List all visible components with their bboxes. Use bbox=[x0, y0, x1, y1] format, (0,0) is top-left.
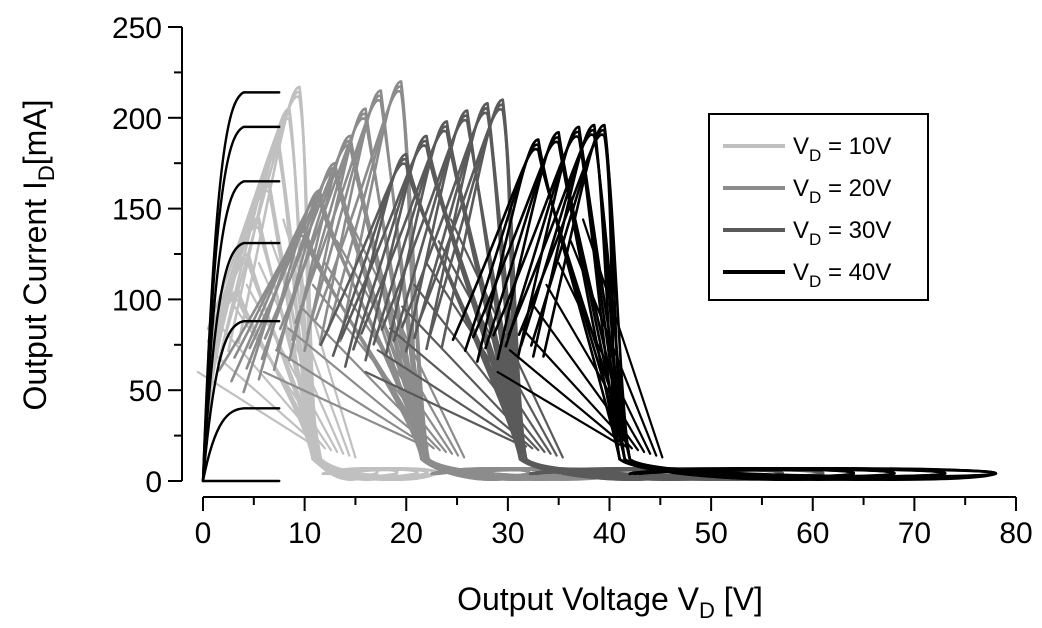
series-fan-line bbox=[437, 240, 558, 457]
series-fan-line bbox=[336, 240, 460, 457]
series-1 bbox=[196, 85, 439, 481]
legend-label: VD = 20V bbox=[793, 175, 891, 207]
series-4 bbox=[451, 123, 998, 481]
y-tick-label: 250 bbox=[112, 12, 162, 45]
series-fan-line bbox=[557, 261, 652, 455]
series-fan-line bbox=[581, 218, 664, 459]
y-tick-label: 100 bbox=[112, 284, 162, 317]
x-ticks: 0 10 20 30 40 50 60 70 80 bbox=[195, 497, 1033, 550]
output-curve bbox=[201, 319, 281, 483]
series-fan-line bbox=[388, 327, 534, 450]
series-fan-line bbox=[545, 283, 646, 454]
x-tick-label: 50 bbox=[694, 517, 727, 550]
y-tick-label: 50 bbox=[129, 375, 162, 408]
series-fan-line bbox=[569, 240, 658, 457]
x-tick-label: 60 bbox=[796, 517, 829, 550]
series-fan-line bbox=[209, 349, 320, 448]
axes: 0 10 20 30 40 50 60 70 80 0 50 100 150 200 250 bbox=[112, 12, 1033, 550]
legend-label: VD = 40V bbox=[793, 259, 891, 291]
legend: VD = 10V VD = 20V VD = 30V VD = 40V bbox=[708, 113, 929, 301]
series-fan-line bbox=[376, 349, 528, 448]
series-fan-line bbox=[287, 327, 435, 450]
series-fan-line bbox=[413, 283, 546, 454]
series-curve bbox=[517, 133, 947, 478]
y-tick-label: 200 bbox=[112, 103, 162, 136]
series-curve bbox=[212, 95, 429, 478]
x-tick-label: 0 bbox=[195, 517, 212, 550]
series-fan-line bbox=[348, 218, 466, 459]
series-fan-line bbox=[425, 261, 552, 455]
y-ticks: 0 50 100 150 200 250 bbox=[112, 12, 182, 499]
series-fan-line bbox=[401, 305, 540, 452]
x-tick-label: 80 bbox=[999, 517, 1032, 550]
legend-label: VD = 30V bbox=[793, 217, 891, 249]
series-fan-line bbox=[449, 218, 564, 459]
output-curve bbox=[201, 407, 281, 483]
series-fan-line bbox=[233, 305, 333, 452]
legend-label: VD = 10V bbox=[793, 133, 891, 165]
series-fan-line bbox=[521, 327, 633, 450]
low-voltage-output-curves bbox=[201, 91, 281, 483]
series-fan-line bbox=[496, 370, 621, 446]
series-curve bbox=[314, 89, 530, 478]
series-fan-line bbox=[533, 305, 640, 452]
y-axis-title: Output Current ID[mA] bbox=[17, 99, 59, 410]
series-fan-line bbox=[508, 349, 627, 448]
series-fan-line bbox=[269, 240, 351, 457]
y-tick-label: 150 bbox=[112, 194, 162, 227]
x-tick-label: 70 bbox=[898, 517, 931, 550]
x-tick-label: 40 bbox=[593, 517, 626, 550]
series-fan-line bbox=[299, 305, 441, 452]
x-tick-label: 10 bbox=[288, 517, 321, 550]
plot-area bbox=[196, 80, 998, 483]
series-fan-line bbox=[364, 370, 522, 446]
x-tick-label: 30 bbox=[491, 517, 524, 550]
x-axis-title: Output Voltage VD [V] bbox=[457, 581, 763, 623]
y-tick-label: 0 bbox=[145, 466, 162, 499]
series-fan-line bbox=[262, 370, 423, 446]
output-curve bbox=[201, 91, 281, 483]
x-tick-label: 20 bbox=[390, 517, 423, 550]
series-fan-line bbox=[275, 349, 429, 448]
